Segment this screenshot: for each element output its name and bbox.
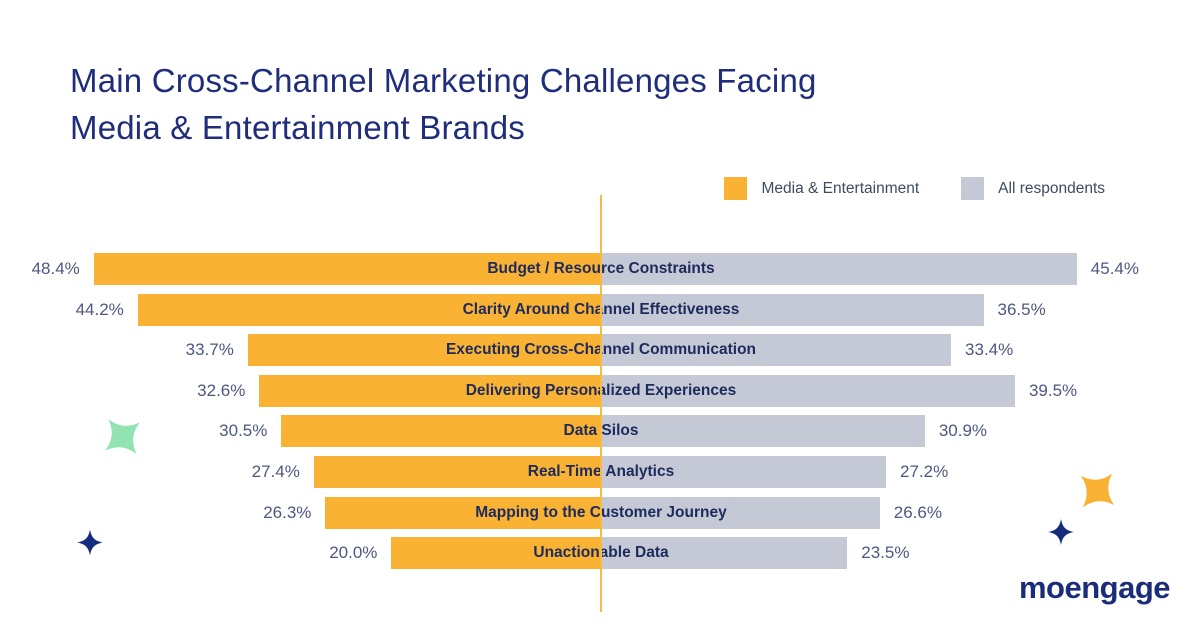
bar-all-respondents [601,374,1015,407]
bar-all-respondents [601,293,984,326]
bar-all-respondents [601,253,1077,285]
legend-swatch-gray [961,177,985,200]
bar-media-entertainment [313,456,601,488]
bar-value-right: 30.9% [938,421,988,441]
chart-row: 32.6% 39.5% Delivering Personalized Expe… [0,374,1200,407]
bar-value-left: 30.5% [219,421,268,441]
bar-media-entertainment [391,537,601,570]
bar-all-respondents [601,456,887,488]
bar-value-right: 36.5% [997,299,1046,319]
page-title-line2: Media & Entertainment Brands [70,109,525,146]
bar-value-left: 20.0% [329,543,378,563]
legend-label: All respondents [998,179,1105,197]
bar-all-respondents [601,415,925,448]
sparkle-orange-icon [1080,473,1115,508]
bar-value-right: 39.5% [1028,380,1078,400]
bar-media-entertainment [93,253,601,285]
sparkle-green-icon [105,419,140,454]
legend-label: Media & Entertainment [761,179,920,197]
bar-all-respondents [601,334,952,367]
chart-row: 30.5% 30.9% Data Silos [0,415,1200,448]
bar-media-entertainment [259,374,601,407]
page-title-line1: Main Cross-Channel Marketing Challenges … [70,62,817,99]
bar-value-left: 32.6% [197,380,246,400]
chart-center-axis-line [600,195,602,612]
bar-all-respondents [601,537,848,570]
chart-row: 27.4% 27.2% Real-Time Analytics [0,456,1200,488]
chart-row: 48.4% 45.4% Budget / Resource Constraint… [0,253,1200,285]
bar-value-left: 26.3% [263,502,312,522]
chart-row: 20.0% 23.5% Unactionable Data [0,537,1200,570]
legend-item-media-entertainment: Media & Entertainment [724,177,919,200]
chart-row: 26.3% 26.6% Mapping to the Customer Jour… [0,496,1200,529]
legend-item-all-respondents: All respondents [961,177,1105,200]
bar-value-left: 44.2% [75,299,124,319]
chart-legend: Media & Entertainment All respondents [724,177,1105,200]
bar-all-respondents [601,496,880,529]
sparkle-navy-left-icon [77,529,103,556]
chart-row: 44.2% 36.5% Clarity Around Channel Effec… [0,293,1200,326]
moengage-logo: moengage [1018,570,1171,605]
chart-row: 33.7% 33.4% Executing Cross-Channel Comm… [0,334,1200,367]
sparkle-navy-right-icon [1048,519,1074,545]
bar-value-right: 27.2% [900,462,949,481]
bar-value-right: 23.5% [861,543,910,563]
bar-media-entertainment [247,334,601,367]
bar-media-entertainment [137,293,601,326]
legend-swatch-orange [724,177,748,200]
bar-value-left: 48.4% [31,259,80,278]
bar-value-right: 33.4% [965,340,1014,360]
bar-value-right: 26.6% [893,502,942,522]
bar-value-left: 33.7% [185,340,234,360]
bar-value-right: 45.4% [1090,259,1139,278]
page-title: Main Cross-Channel Marketing Challenges … [70,57,1050,151]
bar-value-left: 27.4% [251,462,300,481]
bar-media-entertainment [281,415,601,448]
bar-media-entertainment [325,496,601,529]
